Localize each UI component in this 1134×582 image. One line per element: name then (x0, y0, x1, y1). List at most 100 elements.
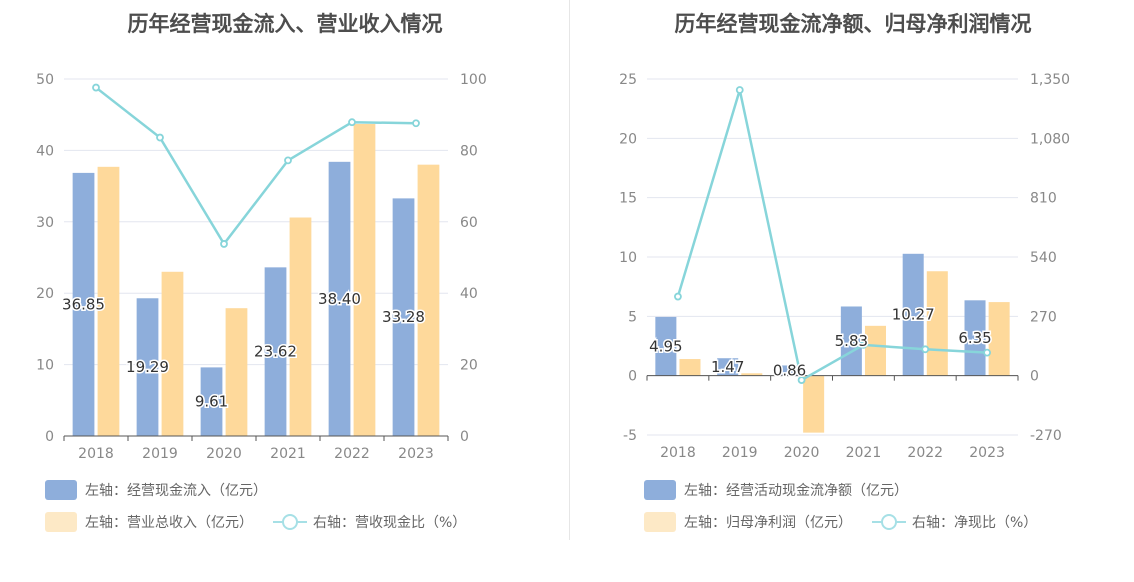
ratio-point (674, 292, 682, 301)
legend-item[interactable]: 左轴：归母净利润（亿元） 右轴：净现比（%） (644, 512, 1037, 532)
x-tick-label: 2022 (907, 445, 943, 461)
ratio-line (95, 86, 417, 247)
bar-2020-series1 (225, 308, 248, 436)
y-right-tick-label: 80 (460, 143, 478, 159)
legend-label: 左轴：归母净利润（亿元） (684, 515, 852, 531)
bar-2021-series0 (840, 306, 862, 376)
ratio-point (92, 83, 100, 92)
data-label: 36.85 (62, 295, 105, 313)
bar-2021-series1 (289, 217, 312, 436)
legend-line-swatch (273, 512, 307, 532)
y-left-tick-label: 0 (628, 369, 637, 385)
ratio-point (220, 240, 228, 248)
x-tick-label: 2018 (660, 445, 696, 461)
y-right-tick-label: 810 (1030, 191, 1057, 207)
ratio-point (412, 119, 420, 128)
y-left-tick-label: 25 (619, 72, 637, 88)
x-tick-label: 2019 (142, 446, 178, 462)
y-right-tick-label: 100 (460, 72, 487, 88)
y-right-tick-label: 60 (460, 215, 478, 231)
y-right-tick-label: 20 (460, 358, 478, 374)
panel-divider (569, 0, 570, 540)
bar-2023-series0 (964, 300, 986, 376)
data-label: 9.61 (195, 393, 228, 411)
bar-2020-series0 (200, 367, 223, 436)
x-tick-label: 2021 (270, 446, 306, 462)
y-left-tick-label: 10 (36, 358, 54, 374)
y-left-tick-label: 50 (36, 72, 54, 88)
bar-2020-series1 (803, 375, 825, 433)
legend-label: 右轴：营收现金比（%） (313, 515, 467, 531)
bar-2019-series0 (136, 298, 159, 436)
legend-swatch (45, 480, 77, 500)
ratio-point (983, 348, 991, 357)
ratio-point (921, 345, 930, 354)
legend-label: 右轴：净现比（%） (912, 515, 1038, 531)
bar-2018-series0 (655, 316, 677, 376)
legend-label: 左轴：经营活动现金流净额（亿元） (684, 483, 908, 499)
chart-title: 历年经营现金流净额、归母净利润情况 (674, 12, 1032, 36)
bar-2021-series0 (264, 267, 287, 436)
y-right-tick-label: 0 (460, 429, 469, 445)
x-tick-label: 2019 (722, 445, 758, 461)
x-tick-label: 2020 (206, 446, 242, 462)
x-tick-label: 2023 (969, 445, 1005, 461)
bar-2020-series0 (779, 365, 801, 376)
chart-canvas: 0 10 20 30 40 50 0 20 40 60 80 100 2018 2019 2020 2021 2… (36, 72, 487, 462)
bar-2022-series0 (328, 161, 351, 436)
legend-swatch (45, 512, 77, 532)
bar-2019-series0 (717, 358, 739, 376)
bar-2022-series0 (902, 253, 924, 376)
ratio-point (859, 341, 868, 349)
y-left-tick-label: 10 (619, 250, 637, 266)
ratio-point (284, 156, 292, 165)
x-tick-label: 2020 (784, 445, 820, 461)
data-label: 38.40 (318, 290, 361, 308)
y-right-tick-label: 1,080 (1030, 131, 1070, 147)
y-right-tick-label: -270 (1030, 428, 1062, 444)
y-left-tick-label: 20 (36, 286, 54, 302)
x-tick-label: 2022 (334, 446, 370, 462)
chart-canvas: -5 0 5 10 15 20 25 -270 0 270 540 810 1,080 1,350 2018… (619, 72, 1070, 461)
bar-2023-series1 (417, 164, 440, 436)
data-label: 4.95 (649, 337, 682, 355)
bar-2019-series1 (741, 373, 763, 376)
y-right-tick-label: 40 (460, 286, 478, 302)
bar-2018-series1 (679, 359, 701, 376)
bar-2022-series1 (353, 123, 376, 437)
data-label: 0.86 (773, 362, 806, 380)
x-tick-label: 2021 (846, 445, 882, 461)
data-label: 1.47 (711, 358, 744, 376)
ratio-point (797, 376, 806, 384)
y-right-tick-label: 1,350 (1030, 72, 1070, 88)
bar-2021-series1 (864, 325, 886, 376)
legend-label: 左轴：经营现金流入（亿元） (85, 483, 267, 499)
legend-item[interactable]: 左轴：营业总收入（亿元） 右轴：营收现金比（%） (45, 512, 466, 532)
legend-swatch (644, 480, 676, 500)
ratio-point (735, 86, 744, 94)
legend-label: 左轴：营业总收入（亿元） (85, 515, 253, 531)
chart-panel-left: 历年经营现金流入、营业收入情况 0 10 20 30 40 50 0 20 40 60 80 100 2… (36, 12, 487, 532)
ratio-point (156, 133, 164, 142)
chart-title: 历年经营现金流入、营业收入情况 (127, 12, 443, 36)
y-right-tick-label: 270 (1030, 309, 1057, 325)
y-left-tick-label: 5 (628, 309, 637, 325)
y-left-tick-label: 15 (619, 191, 637, 207)
x-tick-label: 2018 (78, 446, 114, 462)
bar-2018-series0 (72, 172, 95, 437)
data-label: 10.27 (892, 306, 935, 324)
x-tick-label: 2023 (398, 446, 434, 462)
data-label: 5.83 (835, 332, 868, 350)
y-right-tick-label: 0 (1030, 369, 1039, 385)
legend-item[interactable]: 左轴：经营现金流入（亿元） (45, 480, 267, 500)
y-left-tick-label: 30 (36, 215, 54, 231)
bar-2023-series0 (392, 198, 415, 436)
ratio-point (348, 118, 356, 127)
y-left-tick-label: 20 (619, 131, 637, 147)
legend-item[interactable]: 左轴：经营活动现金流净额（亿元） (644, 480, 908, 500)
y-right-tick-label: 540 (1030, 250, 1057, 266)
chart-panel-right: 历年经营现金流净额、归母净利润情况 -5 0 5 10 15 20 25 -270 0 270 54… (572, 0, 1134, 582)
bar-2019-series1 (161, 271, 184, 436)
y-left-tick-label: -5 (623, 428, 637, 444)
legend-line-swatch (872, 512, 906, 532)
